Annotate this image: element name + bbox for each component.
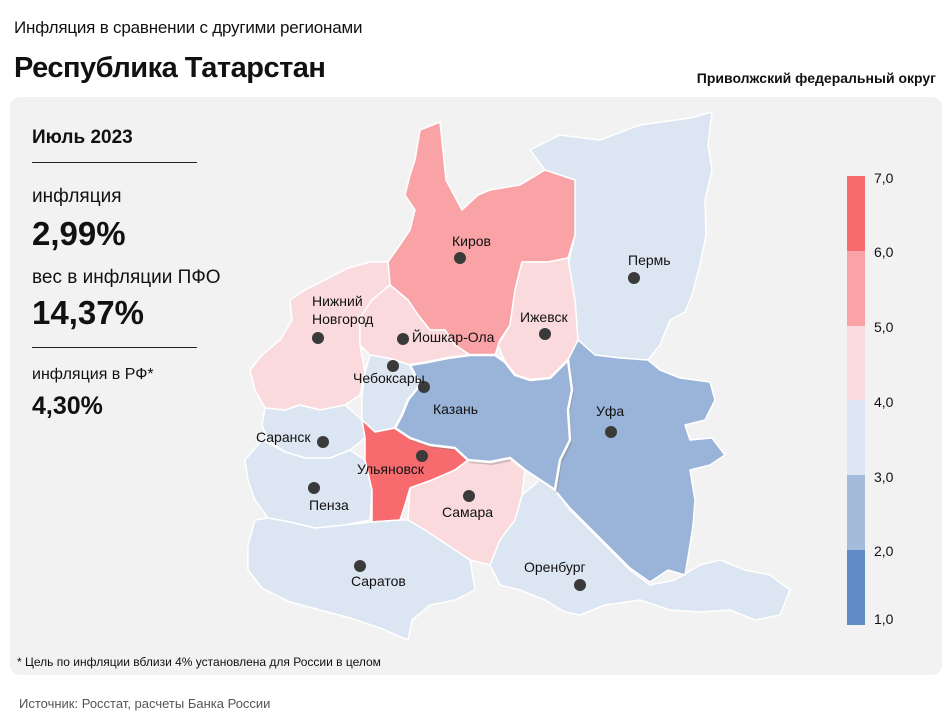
city-dot-kirov xyxy=(454,252,466,264)
city-dot-izhevsk xyxy=(539,328,551,340)
city-label-izhevsk: Ижевск xyxy=(520,309,568,325)
legend-swatch-6-7 xyxy=(847,176,865,251)
legend-tick: 6,0 xyxy=(874,244,894,260)
legend-tick: 7,0 xyxy=(874,170,894,186)
city-dot-orenburg xyxy=(574,579,586,591)
legend-swatch-2-3 xyxy=(847,475,865,550)
divider-bottom xyxy=(32,347,197,348)
region-saratov xyxy=(247,517,476,641)
city-label-ulyanovsk: Ульяновск xyxy=(357,461,425,477)
page-title: Республика Татарстан xyxy=(14,52,326,84)
region-bashkortostan xyxy=(554,339,726,583)
rf-inflation-value: 4,30% xyxy=(32,392,103,420)
legend-swatch-3-4 xyxy=(847,400,865,476)
city-label-yoshkar: Йошкар-Ола xyxy=(412,328,495,345)
city-label-penza: Пенза xyxy=(309,497,349,513)
city-label-nizhny-1: Нижний xyxy=(312,293,363,309)
city-label-nizhny-2: Новгород xyxy=(312,311,373,327)
city-dot-saransk xyxy=(317,436,329,448)
city-dot-saratov xyxy=(354,560,366,572)
legend-tick: 2,0 xyxy=(874,543,894,559)
inflation-value: 2,99% xyxy=(32,215,126,252)
city-label-saransk: Саранск xyxy=(256,429,311,445)
city-label-kirov: Киров xyxy=(452,233,491,249)
period-label: Июль 2023 xyxy=(32,127,133,148)
weight-value: 14,37% xyxy=(32,294,144,331)
city-label-orenburg: Оренбург xyxy=(524,559,586,575)
city-dot-perm xyxy=(628,272,640,284)
legend-swatch-4-5 xyxy=(847,325,865,401)
page-subtitle: Инфляция в сравнении с другими регионами xyxy=(14,18,363,37)
city-label-samara: Самара xyxy=(442,504,493,520)
region-kirov xyxy=(387,121,576,356)
legend-swatch-1-2 xyxy=(847,549,865,625)
region-mordovia xyxy=(261,404,366,459)
color-legend xyxy=(847,176,865,625)
legend-tick: 4,0 xyxy=(874,394,894,410)
region-penza xyxy=(244,439,373,529)
city-label-perm: Пермь xyxy=(628,252,671,268)
city-dot-samara xyxy=(463,490,475,502)
legend-tick: 1,0 xyxy=(874,611,894,627)
city-dot-ulyanovsk xyxy=(416,450,428,462)
footnote: * Цель по инфляции вблизи 4% установлена… xyxy=(17,655,381,669)
region-tatarstan xyxy=(393,353,574,492)
legend-swatch-5-6 xyxy=(847,250,865,326)
divider-top xyxy=(32,162,197,163)
legend-tick: 5,0 xyxy=(874,319,894,335)
legend-tick: 3,0 xyxy=(874,469,894,485)
inflation-label: инфляция xyxy=(32,186,122,207)
weight-label: вес в инфляции ПФО xyxy=(32,267,221,288)
city-dot-cheboksary xyxy=(387,360,399,372)
city-label-kazan: Казань xyxy=(433,401,478,417)
city-label-cheboksary: Чебоксары xyxy=(353,370,425,386)
city-dot-kazan xyxy=(418,381,430,393)
district-label: Приволжский федеральный округ xyxy=(696,70,936,86)
source-note: Источник: Росстат, расчеты Банка России xyxy=(19,696,271,711)
city-dot-penza xyxy=(308,482,320,494)
city-dot-yoshkar xyxy=(397,333,409,345)
rf-inflation-label: инфляция в РФ* xyxy=(32,366,154,383)
city-label-ufa: Уфа xyxy=(596,403,624,419)
city-dot-ufa xyxy=(605,426,617,438)
city-dot-nizhny xyxy=(312,332,324,344)
city-label-saratov: Саратов xyxy=(351,573,406,589)
